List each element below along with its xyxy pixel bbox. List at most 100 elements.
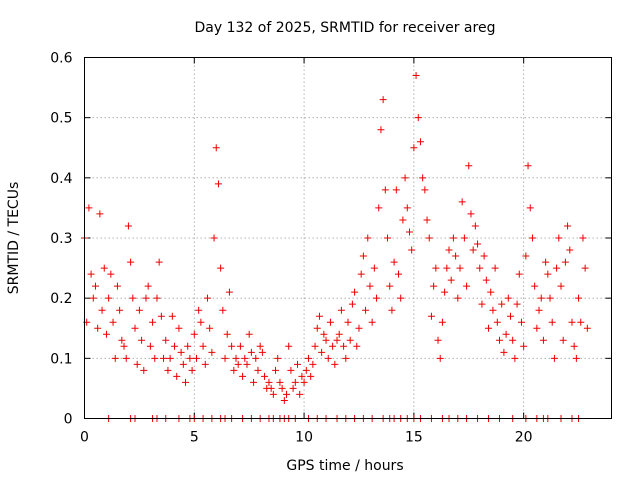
data-point [109,318,117,326]
data-point [373,294,381,302]
data-point [460,234,468,242]
data-point [304,354,312,362]
data-point [182,378,190,386]
data-point [307,372,315,380]
data-point [111,354,119,362]
data-point [283,390,291,398]
data-point [280,396,288,404]
data-point [129,294,137,302]
data-point [208,348,216,356]
data-point [379,96,387,104]
x-tick-label: 10 [295,430,313,446]
data-point [348,300,356,308]
data-point [252,354,260,362]
data-point [535,306,543,314]
data-point [230,366,238,374]
data-point [138,336,146,344]
data-point [480,252,488,260]
data-point [267,384,275,392]
data-point [537,294,545,302]
data-point [269,390,277,398]
data-point [337,306,345,314]
data-point [124,222,132,230]
data-point [522,252,530,260]
data-point [197,318,205,326]
data-point [272,366,280,374]
data-point [219,306,227,314]
x-tick-labels: 0 5 10 15 20 [80,430,533,446]
data-point [265,378,273,386]
data-point [309,360,317,368]
data-point [583,324,591,332]
data-point [346,336,354,344]
data-point [291,378,299,386]
data-point [436,354,444,362]
data-point [258,348,266,356]
data-point [542,258,550,266]
data-point [344,318,352,326]
data-point [105,294,113,302]
data-point [364,234,372,242]
data-point [423,216,431,224]
data-point [412,72,420,80]
data-point [324,354,332,362]
data-point [171,342,179,350]
data-point [142,294,150,302]
data-point [465,162,473,170]
data-point [256,342,264,350]
data-point [386,282,394,290]
data-point [419,174,427,182]
data-point [377,126,385,134]
data-point [122,354,130,362]
data-point [96,210,104,218]
data-point [225,288,233,296]
data-point [568,318,576,326]
data-point [467,210,475,218]
data-point [405,228,413,236]
data-point [331,360,339,368]
data-point [546,294,554,302]
data-point [206,324,214,332]
data-point [329,342,337,350]
y-tick-label: 0.3 [50,231,72,247]
x-tick-label: 20 [515,430,533,446]
data-point [102,330,110,338]
data-point [120,342,128,350]
data-point [368,318,376,326]
data-point [326,318,334,326]
data-point [146,342,154,350]
data-point [392,186,400,194]
data-point [322,336,330,344]
data-point [311,342,319,350]
y-tick-label: 0.5 [50,111,72,127]
data-point [575,294,583,302]
data-point [496,336,504,344]
data-point [414,114,422,122]
data-point [528,234,536,242]
data-point [243,360,251,368]
data-point [458,198,466,206]
data-point [168,312,176,320]
data-point [313,324,321,332]
data-point [355,324,363,332]
data-point [261,372,269,380]
y-tick-label: 0.2 [50,291,72,307]
data-point [131,324,139,332]
data-point [550,354,558,362]
data-point [91,282,99,290]
data-point [564,222,572,230]
data-point [410,144,418,152]
y-tick-labels: 0 0.1 0.2 0.3 0.4 0.5 0.6 [50,51,72,428]
data-point [359,252,367,260]
data-point [201,360,209,368]
data-point [487,288,495,296]
data-point [357,270,365,278]
data-point [107,270,115,278]
data-point [388,306,396,314]
data-point [526,204,534,212]
data-point [476,264,484,272]
y-tick-label: 0.4 [50,171,72,187]
data-point [366,282,374,290]
x-axis-label: GPS time / hours [286,458,403,474]
data-point [515,270,523,278]
